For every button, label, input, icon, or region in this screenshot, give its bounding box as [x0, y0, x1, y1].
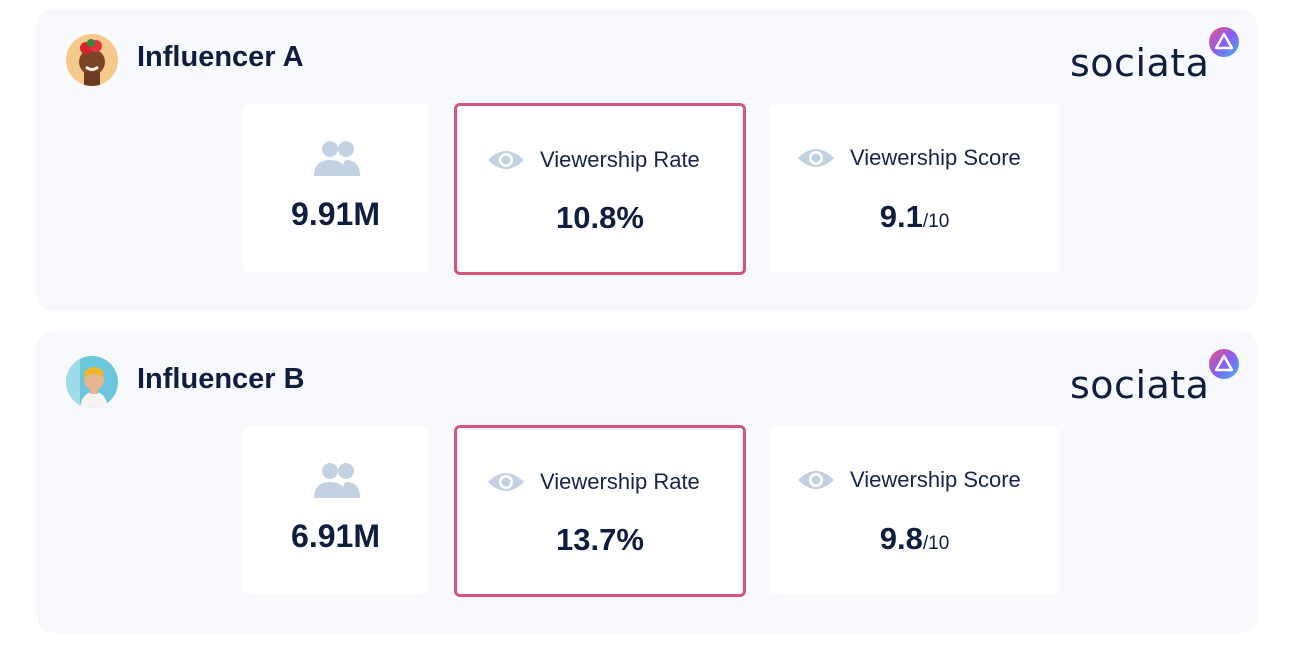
- viewership-score-max: /10: [922, 533, 950, 554]
- eye-icon: [798, 471, 834, 489]
- viewership-score-value: 9.8/10: [769, 521, 1060, 557]
- viewership-score-card: Viewership Score 9.8/10: [769, 426, 1060, 594]
- avatar[interactable]: [66, 356, 118, 408]
- viewership-score-number: 9.8: [879, 521, 923, 556]
- sociata-wordmark: sociata: [1070, 41, 1210, 85]
- viewership-score-label: Viewership Score: [850, 145, 1021, 170]
- viewership-rate-card: Viewership Rate 10.8%: [454, 103, 746, 275]
- viewership-score-max: /10: [922, 211, 950, 232]
- eye-icon: [798, 149, 834, 167]
- followers-icon: [314, 463, 360, 498]
- avatar-image: [66, 34, 118, 86]
- followers-value: 9.91M: [291, 196, 380, 232]
- viewership-score-card: Viewership Score 9.1/10: [769, 104, 1060, 272]
- sociata-badge-icon: [1209, 27, 1239, 57]
- sociata-logo: sociata: [1070, 23, 1242, 87]
- sociata-wordmark: sociata: [1070, 363, 1210, 407]
- avatar-image: [66, 356, 118, 408]
- viewership-rate-label: Viewership Rate: [540, 147, 700, 172]
- sociata-badge-icon: [1209, 349, 1239, 379]
- avatar[interactable]: [66, 34, 118, 86]
- eye-icon: [488, 473, 524, 491]
- influencer-name: Influencer A: [137, 41, 304, 73]
- viewership-score-number: 9.1: [879, 199, 923, 234]
- viewership-score-value: 9.1/10: [769, 199, 1060, 235]
- influencer-card-a: Influencer A sociata 9.91M: [36, 9, 1258, 311]
- viewership-rate-value: 10.8%: [556, 200, 644, 235]
- viewership-rate-label: Viewership Rate: [540, 469, 700, 494]
- eye-icon: [488, 151, 524, 169]
- influencer-name: Influencer B: [137, 363, 305, 395]
- followers-icon: [314, 141, 360, 176]
- followers-card: 9.91M: [243, 104, 428, 272]
- viewership-rate-value: 13.7%: [556, 522, 644, 557]
- influencer-card-b: Influencer B sociata 6.91M: [36, 331, 1258, 633]
- followers-value: 6.91M: [291, 518, 380, 554]
- viewership-score-label: Viewership Score: [850, 467, 1021, 492]
- followers-card: 6.91M: [243, 426, 428, 594]
- viewership-rate-card: Viewership Rate 13.7%: [454, 425, 746, 597]
- sociata-logo: sociata: [1070, 345, 1242, 409]
